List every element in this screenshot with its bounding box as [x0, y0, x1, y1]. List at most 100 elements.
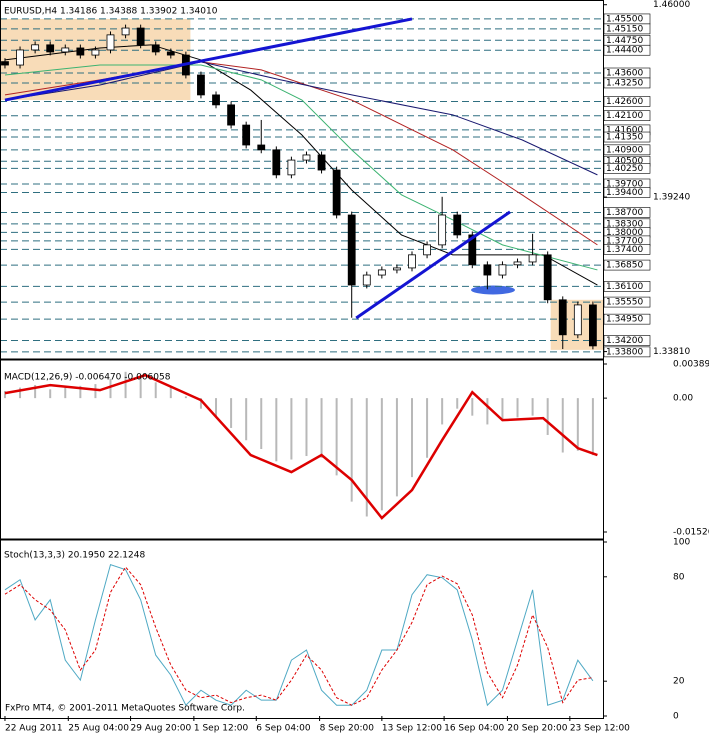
- level-label: 1.40900: [606, 145, 643, 155]
- candle-body: [227, 104, 235, 126]
- x-tick-label: 8 Sep 20:00: [320, 724, 375, 734]
- candle-body: [377, 269, 386, 276]
- level-label-box: [603, 163, 651, 174]
- line-series: [4, 563, 594, 707]
- ellipse-marker: [471, 285, 515, 295]
- level-label-box: [603, 313, 651, 325]
- level-label: 1.42100: [606, 111, 643, 121]
- x-tick-label: 23 Sep 12:00: [570, 724, 630, 734]
- level-label: 1.35550: [606, 298, 643, 308]
- x-tick-label: 6 Sep 04:00: [256, 724, 311, 734]
- watermark: FxPro MT4, © 2001-2011 MetaQuotes Softwa…: [5, 704, 245, 714]
- level-label: 1.37400: [606, 245, 643, 255]
- x-tick-label: 25 Aug 04:00: [68, 724, 129, 734]
- level-label-box: [603, 335, 651, 346]
- y-tick-label: 0.00: [673, 394, 693, 404]
- candle-body: [347, 214, 356, 286]
- y-tick-label: 1.39240: [653, 193, 690, 203]
- level-label: 1.44750: [606, 36, 643, 46]
- candle-body: [91, 49, 100, 56]
- candle-body: [242, 124, 251, 146]
- candle-body: [513, 261, 522, 266]
- candle-body: [483, 264, 492, 276]
- level-label: 1.34950: [606, 315, 643, 325]
- candle-body: [317, 154, 326, 171]
- candle-body: [106, 34, 115, 51]
- level-label: 1.38700: [606, 208, 643, 218]
- candle-body: [272, 149, 281, 176]
- candle-body: [197, 74, 205, 96]
- level-label: 1.36100: [606, 282, 643, 292]
- level-label: 1.33800: [606, 347, 643, 357]
- level-label: 1.43250: [606, 78, 643, 88]
- candle-body: [468, 234, 477, 266]
- level-label: 1.40500: [606, 157, 643, 167]
- trendline: [355, 210, 511, 320]
- candle-body: [408, 254, 416, 269]
- level-label: 1.42600: [606, 97, 643, 107]
- level-label: 1.44400: [606, 46, 643, 56]
- candle-body: [287, 159, 296, 176]
- candle-body: [212, 94, 220, 106]
- candle-body: [588, 304, 597, 347]
- level-label-box: [603, 77, 651, 89]
- level-label: 1.40250: [606, 164, 643, 174]
- x-tick-label: 1 Sep 12:00: [194, 724, 249, 734]
- candle-body: [423, 244, 431, 256]
- candle-body: [16, 49, 24, 66]
- candle-body: [438, 214, 447, 246]
- level-label-box: [603, 207, 651, 218]
- candle-body: [558, 299, 567, 336]
- zone: [0, 18, 191, 101]
- candle-body: [332, 169, 341, 216]
- level-label-box: [603, 144, 651, 156]
- candle-body: [362, 274, 371, 286]
- candle-body: [31, 44, 40, 51]
- panel-title: Stoch(13,3,3) 20.1950 22.1248: [4, 551, 145, 561]
- y-tick-label: 100: [673, 538, 690, 548]
- candle-body: [1, 61, 9, 66]
- y-tick-label: 0: [673, 712, 679, 722]
- level-label: 1.37700: [606, 236, 643, 246]
- y-tick-label: 1.46000: [653, 0, 690, 10]
- candle-body: [498, 264, 507, 276]
- level-label-box: [603, 23, 651, 35]
- level-label-box: [603, 131, 651, 143]
- trendline: [4, 17, 413, 102]
- panel-title: MACD(12,26,9) -0.006470 -0.006058: [4, 373, 171, 383]
- stoch-panel: [4, 563, 594, 707]
- price-panel: [0, 17, 603, 353]
- candle-body: [121, 27, 130, 36]
- level-label: 1.39400: [606, 188, 643, 198]
- x-tick-label: 16 Sep 04:00: [444, 724, 504, 734]
- level-label: 1.43600: [606, 69, 643, 79]
- level-label: 1.41350: [606, 133, 643, 143]
- level-label-box: [603, 281, 651, 292]
- x-tick-label: 13 Sep 12:00: [382, 724, 442, 734]
- y-tick-label: 1.33810: [653, 347, 690, 357]
- line-series: [4, 61, 598, 176]
- x-tick-label: 20 Sep 20:00: [507, 724, 567, 734]
- level-label-box: [603, 44, 651, 56]
- level-label: 1.41600: [606, 125, 643, 135]
- candle-body: [573, 304, 582, 336]
- y-tick-label: 20: [673, 677, 685, 687]
- level-label-box: [603, 296, 651, 308]
- level-label: 1.45150: [606, 24, 643, 34]
- level-label: 1.38000: [606, 228, 643, 238]
- candle-body: [302, 154, 311, 161]
- candle-body: [151, 44, 160, 53]
- line-series: [4, 44, 598, 286]
- candle-body: [166, 51, 175, 56]
- level-label: 1.34200: [606, 336, 643, 346]
- candle-body: [393, 267, 401, 271]
- level-label-box: [603, 244, 651, 255]
- line-series: [4, 64, 598, 271]
- line-series: [4, 566, 593, 706]
- candle-body: [136, 27, 145, 46]
- panel-title: EURUSD,H4 1.34186 1.34388 1.33902 1.3401…: [4, 7, 218, 17]
- candle-body: [46, 44, 55, 53]
- candle-body: [257, 144, 266, 151]
